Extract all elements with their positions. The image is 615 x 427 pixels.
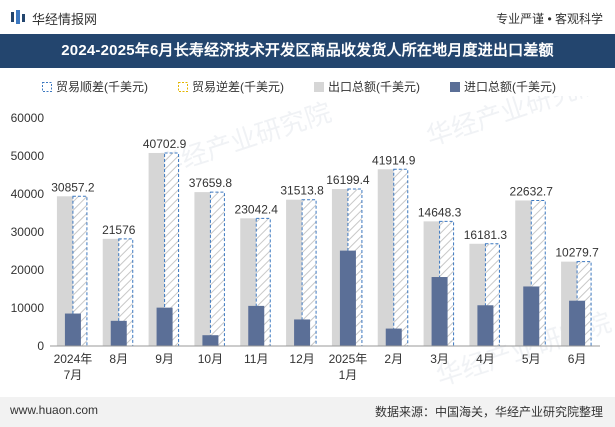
legend-swatch-import (450, 82, 460, 92)
chart-plot: 华经产业研究院 华经产业研究院 华经产业研究院 0100002000030000… (11, 96, 615, 392)
x-tick-label: 9月 (155, 352, 174, 366)
x-axis: 2024年 7月 8月 9月 10月 11月 12月 2025年 1月 2月 3月 4月 5月 6月 (50, 345, 600, 382)
legend-swatch-deficit (178, 82, 188, 92)
import-bar (64, 313, 81, 346)
chart-title: 2024-2025年6月长寿经济技术开发区商品收发货人所在地月度进出口差额 (61, 42, 554, 59)
x-tick-label: 4月 (476, 352, 495, 366)
data-label: 14648.3 (418, 205, 462, 219)
y-tick-label: 60000 (11, 111, 45, 125)
brand-name: 华经情报网 (32, 12, 98, 27)
legend-label-surplus: 贸易顺差(千美元) (56, 80, 148, 94)
data-label: 16181.3 (464, 228, 508, 242)
surplus-hatch-bar (164, 152, 179, 346)
x-tick-label: 12月 (289, 352, 314, 366)
import-bar (477, 305, 494, 346)
data-label: 30857.2 (51, 180, 95, 194)
x-tick-label: 5月 (522, 352, 541, 366)
watermark-text-2: 华经产业研究院 (423, 96, 605, 152)
x-tick-label: 2025年 (329, 352, 368, 366)
legend-label-deficit: 贸易逆差(千美元) (192, 80, 284, 94)
data-label: 41914.9 (372, 153, 416, 167)
title-bar: 2024-2025年6月长寿经济技术开发区商品收发货人所在地月度进出口差额 (0, 34, 615, 68)
export-bar (377, 169, 394, 346)
footer-source: 数据来源：中国海关，华经产业研究院整理 (374, 405, 603, 419)
top-bar: 华经情报网 专业严谨 • 客观科学 (0, 0, 615, 34)
header-tags: 专业严谨 • 客观科学 (496, 12, 603, 26)
x-tick-label: 10月 (198, 352, 223, 366)
data-label: 31513.8 (280, 184, 324, 198)
import-bar (156, 307, 173, 346)
export-bar (56, 196, 73, 346)
x-tick-label: 1月 (339, 368, 358, 382)
surplus-bar-outline (255, 217, 271, 347)
x-tick-label: 11月 (244, 352, 268, 366)
legend-label-import: 进口总额(千美元) (464, 80, 556, 94)
import-bar (202, 335, 219, 346)
import-bar (294, 319, 311, 346)
import-bar (523, 286, 540, 346)
data-label: 22632.7 (510, 184, 554, 198)
surplus-hatch-bar (393, 169, 408, 346)
export-bar (194, 192, 211, 346)
legend-swatch-export (314, 82, 324, 92)
legend-swatch-surplus (42, 82, 52, 92)
export-bar (286, 199, 303, 346)
import-bar (339, 250, 356, 346)
import-bar (248, 305, 265, 346)
x-tick-label: 8月 (109, 352, 128, 366)
surplus-hatch-bar (210, 192, 225, 346)
surplus-bar-outline (118, 238, 134, 347)
import-bar (431, 277, 448, 346)
data-label: 10279.7 (555, 246, 599, 260)
x-tick-label: 2月 (384, 352, 403, 366)
chart-legend: 贸易顺差(千美元) 贸易逆差(千美元) 出口总额(千美元) 进口总额(千美元) (42, 78, 602, 96)
surplus-hatch-bar (302, 199, 317, 346)
surplus-bar-outline (164, 152, 180, 347)
surplus-bar-outline (209, 191, 225, 347)
import-bar (110, 320, 127, 346)
y-tick-label: 30000 (11, 225, 45, 239)
import-bar (385, 328, 402, 346)
bar-series: 30857.2 21576 40702.9 37659.823042.431513.8… (51, 137, 599, 347)
data-label: 16199.4 (326, 173, 370, 187)
export-bar (148, 152, 165, 346)
surplus-hatch-bar (72, 196, 87, 346)
data-label: 21576 (102, 223, 136, 237)
y-tick-label: 40000 (11, 187, 45, 201)
export-bar (102, 238, 119, 346)
legend-label-export: 出口总额(千美元) (328, 80, 420, 94)
data-label: 40702.9 (143, 137, 187, 151)
x-tick-label: 6月 (568, 352, 587, 366)
x-tick-label: 3月 (430, 352, 449, 366)
y-tick-label: 50000 (11, 149, 45, 163)
data-label: 23042.4 (235, 202, 279, 216)
y-axis: 0 10000 20000 30000 40000 50000 60000 (11, 111, 45, 353)
surplus-hatch-bar (118, 238, 133, 346)
import-bar (569, 300, 586, 346)
logo-icon (11, 10, 25, 24)
footer-website: www.huaon.com (10, 403, 99, 417)
y-tick-label: 20000 (11, 263, 45, 277)
footer: www.huaon.com 数据来源：中国海关，华经产业研究院整理 (0, 397, 615, 427)
x-tick-label: 2024年 (54, 352, 93, 366)
data-label: 37659.8 (189, 176, 233, 190)
y-tick-label: 10000 (11, 301, 45, 315)
surplus-bar-outline (484, 243, 500, 347)
y-tick-label: 0 (37, 339, 44, 353)
x-tick-label: 7月 (64, 368, 83, 382)
